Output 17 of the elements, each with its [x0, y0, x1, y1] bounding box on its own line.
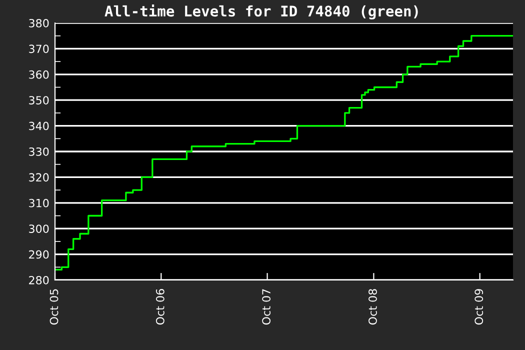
- x-tick-label: Oct 06: [156, 289, 164, 325]
- y-tick-label: 300: [29, 224, 49, 233]
- y-tick-label: 340: [29, 122, 49, 130]
- y-tick-label: 370: [29, 44, 49, 54]
- x-tick-label: Oct 05: [50, 289, 58, 325]
- y-tick-label: 310: [29, 198, 49, 208]
- y-tick-label: 290: [29, 250, 49, 259]
- x-tick-label: Oct 09: [474, 289, 484, 325]
- y-tick-label: 380: [29, 18, 49, 28]
- y-tick-label: 350: [29, 96, 49, 104]
- y-tick-label: 330: [29, 147, 49, 156]
- y-tick-label: 360: [29, 70, 49, 79]
- chart-title: All-time Levels for ID 74840 (green): [104, 4, 418, 20]
- y-tick-label: 320: [29, 173, 49, 182]
- x-tick-label: Oct 07: [262, 289, 271, 325]
- x-tick-label: Oct 08: [368, 289, 377, 325]
- y-tick-label: 280: [29, 276, 49, 284]
